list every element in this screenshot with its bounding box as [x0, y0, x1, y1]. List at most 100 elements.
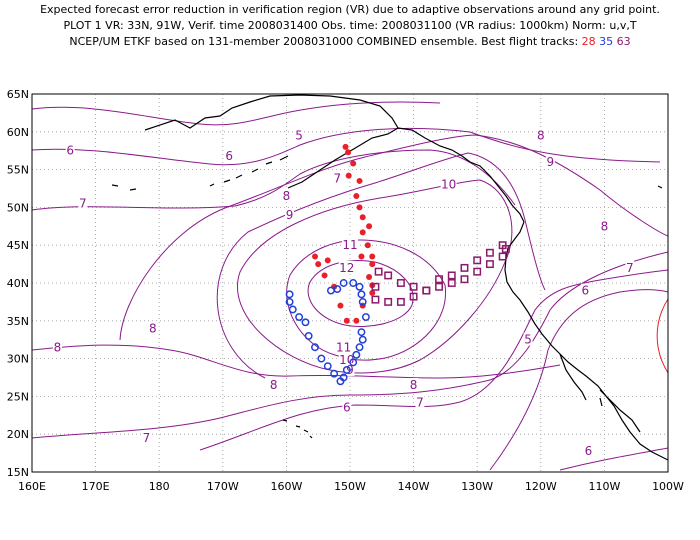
contour-label: 7	[333, 172, 341, 186]
y-tick-label: 55N	[7, 164, 29, 177]
track-28-point	[353, 193, 360, 200]
hawaii-islands	[282, 419, 313, 439]
contour-line-5-north	[32, 101, 441, 126]
contour-label-bg	[625, 260, 635, 274]
contour-line-9-ring	[216, 152, 546, 379]
track-28-point	[359, 229, 366, 236]
contour-label-bg	[545, 155, 555, 169]
track-63-point	[498, 252, 507, 261]
track-63-point	[460, 263, 469, 272]
track-35-point	[311, 343, 319, 352]
contour-line-6-north	[32, 127, 661, 166]
contour-label-bg	[224, 148, 234, 162]
x-tick-label: 160E	[18, 480, 46, 493]
track-63-point	[422, 286, 431, 295]
track-35-point	[349, 358, 358, 367]
track-28-point	[359, 214, 366, 221]
track-35-point	[317, 354, 326, 363]
track-28-point	[321, 272, 328, 279]
contour-label: 5	[524, 333, 532, 347]
flight-track-35	[285, 279, 370, 386]
x-tick-label: 160W	[270, 480, 302, 493]
y-tick-label: 65N	[7, 88, 29, 101]
track-63-point	[384, 297, 393, 306]
contour-label: 7	[143, 431, 151, 445]
x-tick-label: 120W	[525, 480, 557, 493]
contour-label-bg	[536, 128, 546, 142]
contour-label: 6	[581, 284, 589, 298]
contour-label-bg	[580, 283, 590, 297]
contour-label: 6	[585, 444, 593, 458]
track-28-point	[356, 177, 363, 184]
track-35-point	[355, 343, 364, 352]
track-28-label: 28	[581, 35, 596, 48]
track-28-point	[345, 149, 352, 156]
track-28-point	[366, 273, 373, 280]
contour-label: 9	[286, 208, 294, 222]
track-28-point	[369, 289, 376, 296]
track-28-point	[369, 253, 376, 260]
verification-region-circle	[656, 298, 668, 374]
contour-label: 11	[336, 340, 351, 354]
track-35-point	[342, 365, 351, 374]
gulf-of-alaska-coast	[397, 127, 525, 223]
track-28-point	[345, 172, 352, 179]
track-35-point	[349, 279, 358, 287]
contour-label-bg	[342, 400, 352, 414]
longitude-tick-labels: 160E 170E 180 170W 160W 150W 140W 130W 120W 110W 1…	[18, 480, 684, 493]
contour-label: 12	[339, 261, 354, 275]
contour-label: 8	[601, 219, 609, 233]
track-35-point	[330, 369, 339, 378]
x-tick-label: 180	[149, 480, 170, 493]
track-35-point	[357, 290, 366, 299]
y-tick-label: 40N	[7, 277, 29, 290]
x-tick-label: 170E	[82, 480, 110, 493]
track-35-point	[288, 305, 297, 314]
contour-label-bg	[281, 189, 291, 203]
contour-label: 11	[342, 238, 357, 252]
track-63-point	[485, 248, 494, 257]
contour-label: 6	[343, 401, 351, 415]
contour-label: 8	[283, 189, 291, 203]
track-35-point	[339, 279, 348, 287]
track-35-point	[326, 286, 335, 295]
track-35-point	[357, 328, 366, 337]
contour-label: 10	[441, 178, 456, 192]
x-tick-label: 130W	[461, 480, 493, 493]
track-28-point	[369, 261, 376, 268]
contour-line-7-south	[32, 251, 668, 439]
contour-label-bg	[335, 340, 352, 354]
track-63-point	[409, 282, 418, 291]
track-35-point	[301, 318, 310, 327]
contour-label: 6	[225, 149, 233, 163]
coastlines	[111, 94, 668, 461]
flight-track-63	[371, 241, 510, 306]
contour-label-bg	[285, 207, 295, 221]
y-tick-label: 60N	[7, 126, 29, 139]
small-island	[657, 185, 663, 189]
contour-label: 8	[149, 321, 157, 335]
x-tick-label: 150W	[334, 480, 366, 493]
contour-label: 7	[79, 197, 87, 211]
contour-line-8-south	[32, 344, 561, 379]
contour-label-bg	[78, 196, 88, 210]
y-tick-label: 45N	[7, 239, 29, 252]
contour-label: 7	[416, 395, 424, 409]
contour-label-bg	[440, 177, 457, 191]
track-63-point	[447, 271, 456, 280]
contour-label-bg	[294, 128, 304, 142]
flight-track-28	[312, 143, 376, 324]
contour-label-bg	[332, 171, 342, 185]
baja-california	[559, 353, 603, 407]
x-tick-label: 170W	[207, 480, 239, 493]
contour-label-bg	[65, 143, 75, 157]
contour-line-10-ring	[237, 179, 513, 374]
track-63-point	[447, 279, 456, 287]
x-tick-label: 100W	[652, 480, 684, 493]
track-63-point	[435, 282, 443, 291]
track-63-label: 63	[616, 35, 631, 48]
contour-line-6-southeast	[559, 447, 668, 471]
track-28-point	[350, 160, 357, 167]
